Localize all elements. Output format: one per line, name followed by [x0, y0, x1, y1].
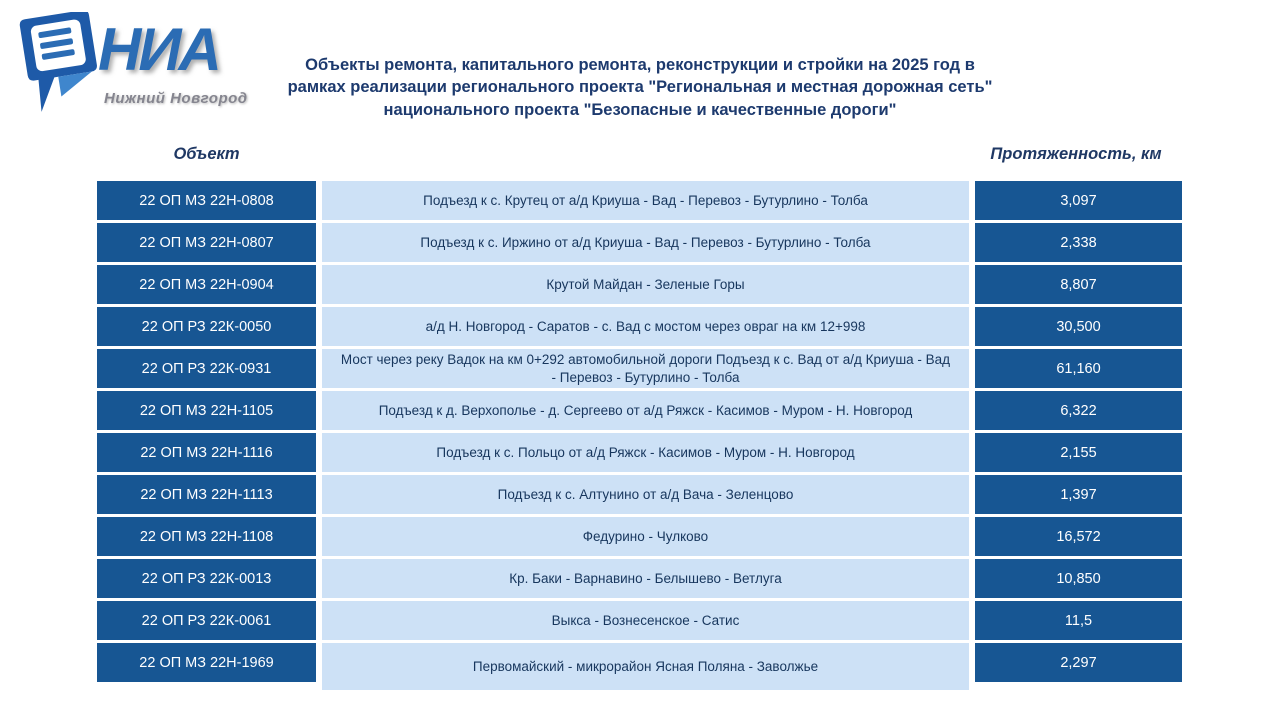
road-length: 2,155 [975, 433, 1182, 472]
road-description: Федурино - Чулково [322, 517, 969, 556]
road-length: 2,297 [975, 643, 1182, 682]
column-header-length: Протяженность, км [990, 145, 1162, 163]
road-description: Выкса - Вознесенское - Сатис [322, 601, 969, 640]
road-code: 22 ОП РЗ 22К-0061 [97, 601, 316, 640]
road-code: 22 ОП РЗ 22К-0050 [97, 307, 316, 346]
road-description: а/д Н. Новгород - Саратов - с. Вад с мос… [322, 307, 969, 346]
road-length: 1,397 [975, 475, 1182, 514]
logo-subtitle: Нижний Новгород [104, 90, 248, 107]
road-code: 22 ОП РЗ 22К-0013 [97, 559, 316, 598]
road-code: 22 ОП РЗ 22К-0931 [97, 349, 316, 388]
road-description: Подъезд к с. Алтунино от а/д Вача - Зеле… [322, 475, 969, 514]
road-description: Крутой Майдан - Зеленые Горы [322, 265, 969, 304]
page-title: Объекты ремонта, капитального ремонта, р… [287, 56, 993, 119]
road-description: Подъезд к с. Крутец от а/д Криуша - Вад … [322, 181, 969, 220]
roads-table: 22 ОП МЗ 22Н-0808 Подъезд к с. Крутец от… [97, 181, 1182, 690]
logo-acronym: НИА [98, 16, 222, 83]
column-header-object: Объект [173, 145, 240, 163]
road-code: 22 ОП МЗ 22Н-1116 [97, 433, 316, 472]
road-description: Первомайский - микрорайон Ясная Поляна -… [322, 643, 969, 690]
road-code: 22 ОП МЗ 22Н-1105 [97, 391, 316, 430]
road-code: 22 ОП МЗ 22Н-1969 [97, 643, 316, 682]
road-length: 10,850 [975, 559, 1182, 598]
road-description: Мост через реку Вадок на км 0+292 автомо… [322, 349, 969, 388]
road-code: 22 ОП МЗ 22Н-0904 [97, 265, 316, 304]
road-length: 11,5 [975, 601, 1182, 640]
road-description: Кр. Баки - Варнавино - Белышево - Ветлуг… [322, 559, 969, 598]
road-length: 6,322 [975, 391, 1182, 430]
road-code: 22 ОП МЗ 22Н-1108 [97, 517, 316, 556]
road-length: 2,338 [975, 223, 1182, 262]
road-description: Подъезд к с. Польцо от а/д Ряжск - Касим… [322, 433, 969, 472]
road-length: 8,807 [975, 265, 1182, 304]
road-code: 22 ОП МЗ 22Н-0808 [97, 181, 316, 220]
road-length: 61,160 [975, 349, 1182, 388]
road-description: Подъезд к с. Иржино от а/д Криуша - Вад … [322, 223, 969, 262]
road-description: Подъезд к д. Верхополье - д. Сергеево от… [322, 391, 969, 430]
nia-logo: НИА Нижний Новгород [12, 10, 272, 120]
road-code: 22 ОП МЗ 22Н-0807 [97, 223, 316, 262]
road-length: 3,097 [975, 181, 1182, 220]
speech-bubble-document-icon [19, 12, 97, 112]
road-length: 16,572 [975, 517, 1182, 556]
road-length: 30,500 [975, 307, 1182, 346]
road-code: 22 ОП МЗ 22Н-1113 [97, 475, 316, 514]
